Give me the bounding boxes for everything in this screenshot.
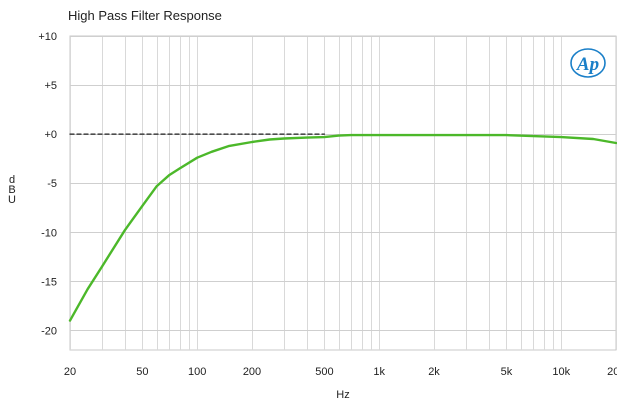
x-tick-label: 5k <box>501 366 513 378</box>
x-tick-label: 100 <box>188 366 206 378</box>
grid-layer <box>70 36 617 350</box>
y-tick-label: -20 <box>41 325 57 337</box>
y-tick-label: +0 <box>44 129 57 141</box>
x-tick-label: 50 <box>136 366 148 378</box>
y-tick-labels: +10 +5 +0 -5 -10 -15 -20 <box>38 31 57 337</box>
x-tick-label: 200 <box>243 366 261 378</box>
x-tick-label: 1k <box>373 366 385 378</box>
y-axis-label-char: d <box>9 174 15 186</box>
y-axis-label-char: B <box>8 184 15 196</box>
y-tick-label: -10 <box>41 227 57 239</box>
y-axis-label-char: U <box>8 194 16 206</box>
response-line <box>68 133 617 322</box>
logo-text: Ap <box>576 54 599 75</box>
series-layer <box>68 133 617 322</box>
x-tick-label: 2k <box>428 366 440 378</box>
y-tick-label: -15 <box>41 276 57 288</box>
chart-title: High Pass Filter Response <box>68 8 222 23</box>
y-tick-label: +10 <box>38 31 57 43</box>
logo: Ap <box>570 48 606 78</box>
plot-area <box>69 35 617 351</box>
x-tick-label: 500 <box>315 366 333 378</box>
x-tick-label: 10k <box>552 366 570 378</box>
x-tick-label: 20k <box>607 366 617 378</box>
y-tick-label: +5 <box>44 80 57 92</box>
logo-ring <box>570 48 606 78</box>
y-axis-label: dBU <box>8 174 16 206</box>
y-tick-label: -5 <box>47 178 57 190</box>
x-tick-labels: 20 50 100 200 500 1k 2k 5k 10k 20k <box>64 366 617 378</box>
x-tick-label: 20 <box>64 366 76 378</box>
x-axis-label: Hz <box>336 389 349 401</box>
